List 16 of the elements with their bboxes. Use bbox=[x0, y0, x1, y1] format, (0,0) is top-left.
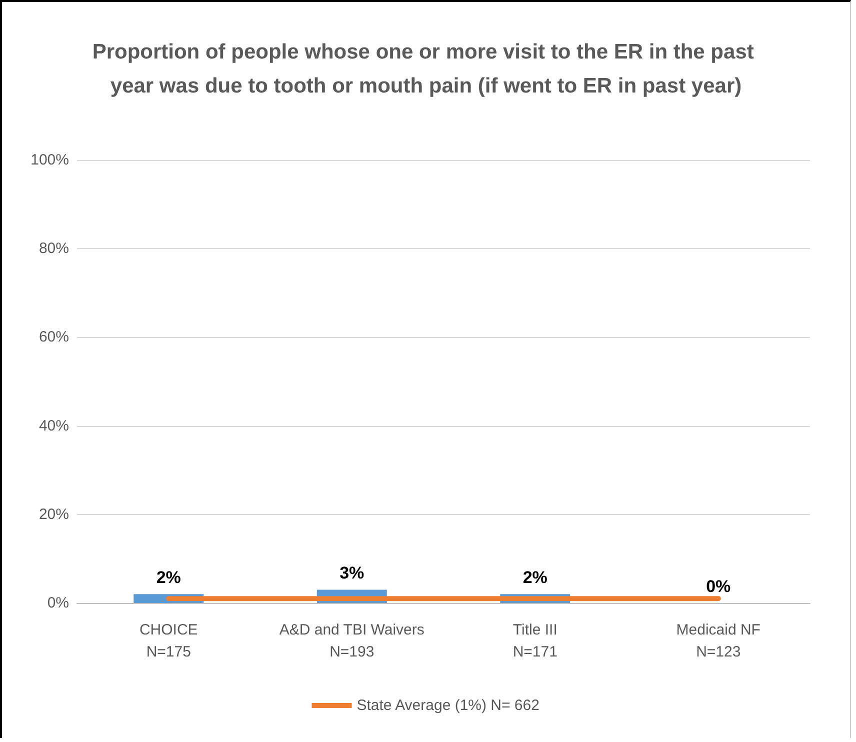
x-tick-label: Medicaid NF N=123 bbox=[676, 622, 760, 660]
y-tick-label: 40% bbox=[38, 417, 69, 434]
data-label: 2% bbox=[156, 568, 181, 588]
y-tick-label: 20% bbox=[38, 506, 69, 523]
chart-title: Proportion of people whose one or more visit to the ER in the past year was due to tooth or mouth pain (if went to ER in past year) bbox=[92, 40, 760, 98]
y-tick-label: 100% bbox=[30, 152, 69, 168]
data-label: 3% bbox=[340, 564, 364, 583]
y-tick-label: 0% bbox=[47, 594, 69, 612]
x-tick-label: CHOICE N=175 bbox=[139, 622, 198, 660]
data-label: 0% bbox=[706, 577, 731, 596]
x-tick-label: A&D and TBI Waivers N=193 bbox=[279, 622, 424, 660]
y-tick-label: 60% bbox=[38, 328, 69, 346]
data-label: 2% bbox=[522, 568, 548, 588]
x-tick-label: Title III N=171 bbox=[512, 622, 558, 660]
legend-label: State Average (1%) N= 662 bbox=[356, 697, 540, 714]
y-tick-label: 80% bbox=[38, 240, 69, 258]
